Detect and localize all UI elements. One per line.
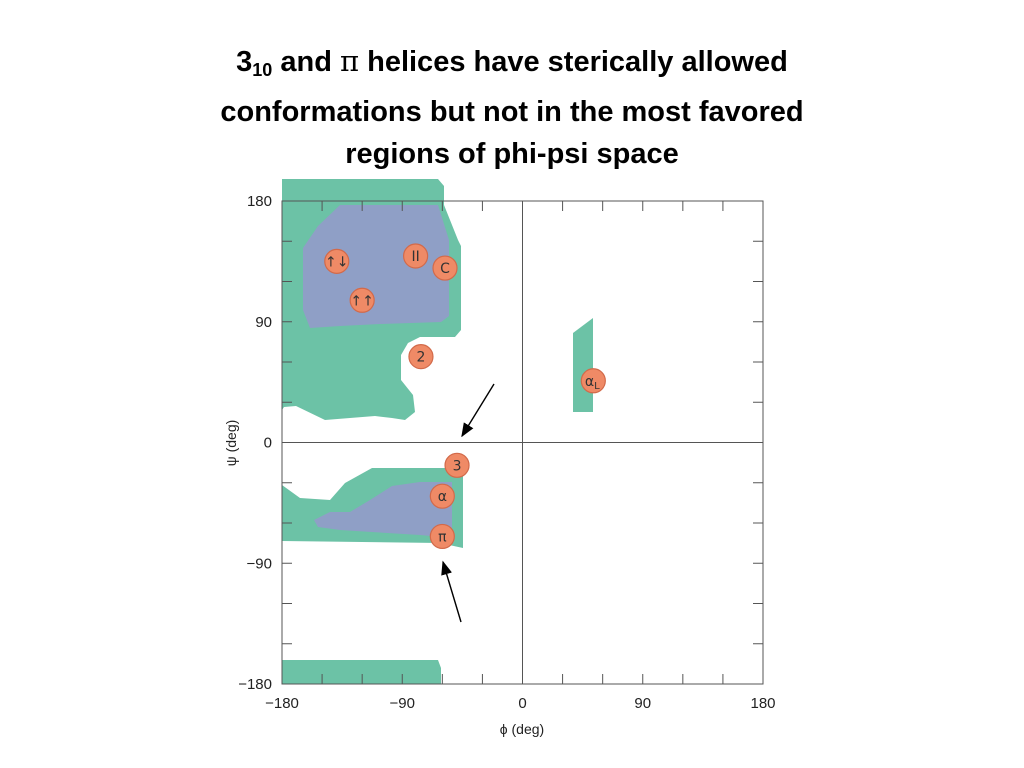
marker-label: 3 [453, 458, 462, 474]
marker-label: ↑↑ [350, 293, 373, 309]
marker-dot [444, 452, 470, 478]
conformation-marker: π [429, 523, 455, 550]
conformation-marker: C [432, 255, 458, 281]
marker-label: ↑↓ [325, 254, 348, 270]
conformation-marker: 2 [408, 344, 434, 370]
y-tick-label: −90 [247, 555, 272, 572]
marker-label: II [411, 249, 419, 265]
marker-label: α [438, 489, 447, 505]
y-tick-label: 90 [255, 314, 272, 331]
allowed-region-beta-wrap [282, 660, 441, 684]
x-tick-label: −90 [390, 695, 415, 712]
marker-label: 2 [416, 350, 425, 366]
page-title: 310 and π helices have sterically allowe… [112, 40, 912, 175]
arrow-to-pi-helix [441, 560, 462, 623]
title-line-3: regions of phi-psi space [345, 138, 679, 170]
allowed-regions [282, 179, 593, 684]
y-axis-label: ψ (deg) [223, 420, 239, 467]
annotation-arrows [441, 383, 495, 623]
conformation-marker: α [429, 483, 455, 509]
arrow-to-3-10-helix [461, 383, 495, 438]
conformation-marker: αL [580, 368, 606, 394]
x-tick-label: −180 [265, 695, 299, 712]
title-line-2: conformations but not in the most favore… [220, 96, 804, 128]
marker-label: π [438, 529, 447, 545]
marker-dot [429, 483, 455, 509]
conformation-marker: II [403, 243, 429, 269]
marker-dot [408, 344, 434, 370]
allowed-region-alpha-l [573, 318, 593, 412]
marker-dot [349, 287, 375, 313]
x-tick-label: 180 [750, 695, 775, 712]
conformation-markers: ↑↓ II C ↑↑ 2 αL 3α π [324, 243, 606, 550]
conformation-marker: 3 [444, 452, 470, 478]
core-region-alpha [314, 482, 452, 538]
marker-dot [324, 248, 350, 274]
marker-dot [580, 368, 606, 394]
marker-dot [429, 523, 455, 550]
y-tick-label: 0 [264, 435, 272, 452]
marker-label: C [440, 261, 450, 277]
axis-ticks: −180 −90 0 90 180 180 90 0 −90 −180 [238, 193, 775, 712]
core-region-beta [303, 205, 449, 328]
conformation-marker: ↑↓ [324, 248, 350, 274]
y-tick-label: −180 [238, 676, 272, 693]
conformation-marker: ↑↑ [349, 287, 375, 313]
title-line-1: 310 and π helices have sterically allowe… [236, 44, 788, 80]
x-axis-label: ϕ (deg) [500, 721, 544, 737]
x-tick-label: 90 [634, 695, 651, 712]
x-tick-label: 0 [518, 695, 526, 712]
marker-dot [403, 243, 429, 269]
y-tick-label: 180 [247, 193, 272, 210]
marker-dot [432, 255, 458, 281]
